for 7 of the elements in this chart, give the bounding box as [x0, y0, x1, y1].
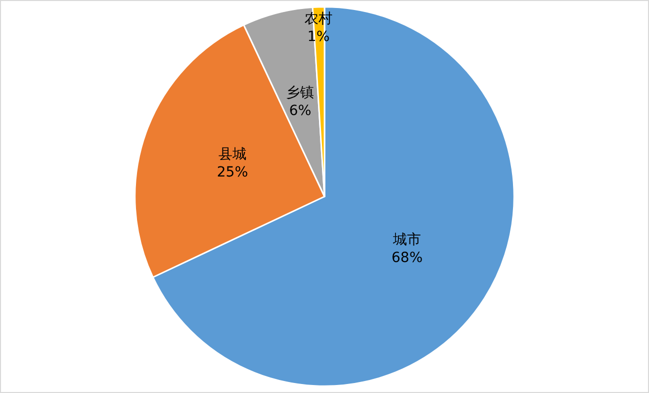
- slice-label: 城市: [392, 232, 422, 248]
- slice-label: 乡镇: [286, 84, 314, 101]
- data-label: 25%: [216, 164, 248, 180]
- slice-label: 县城: [218, 146, 246, 162]
- data-label: 68%: [392, 250, 423, 266]
- data-label: 1%: [307, 29, 330, 46]
- data-label: 6%: [289, 102, 312, 119]
